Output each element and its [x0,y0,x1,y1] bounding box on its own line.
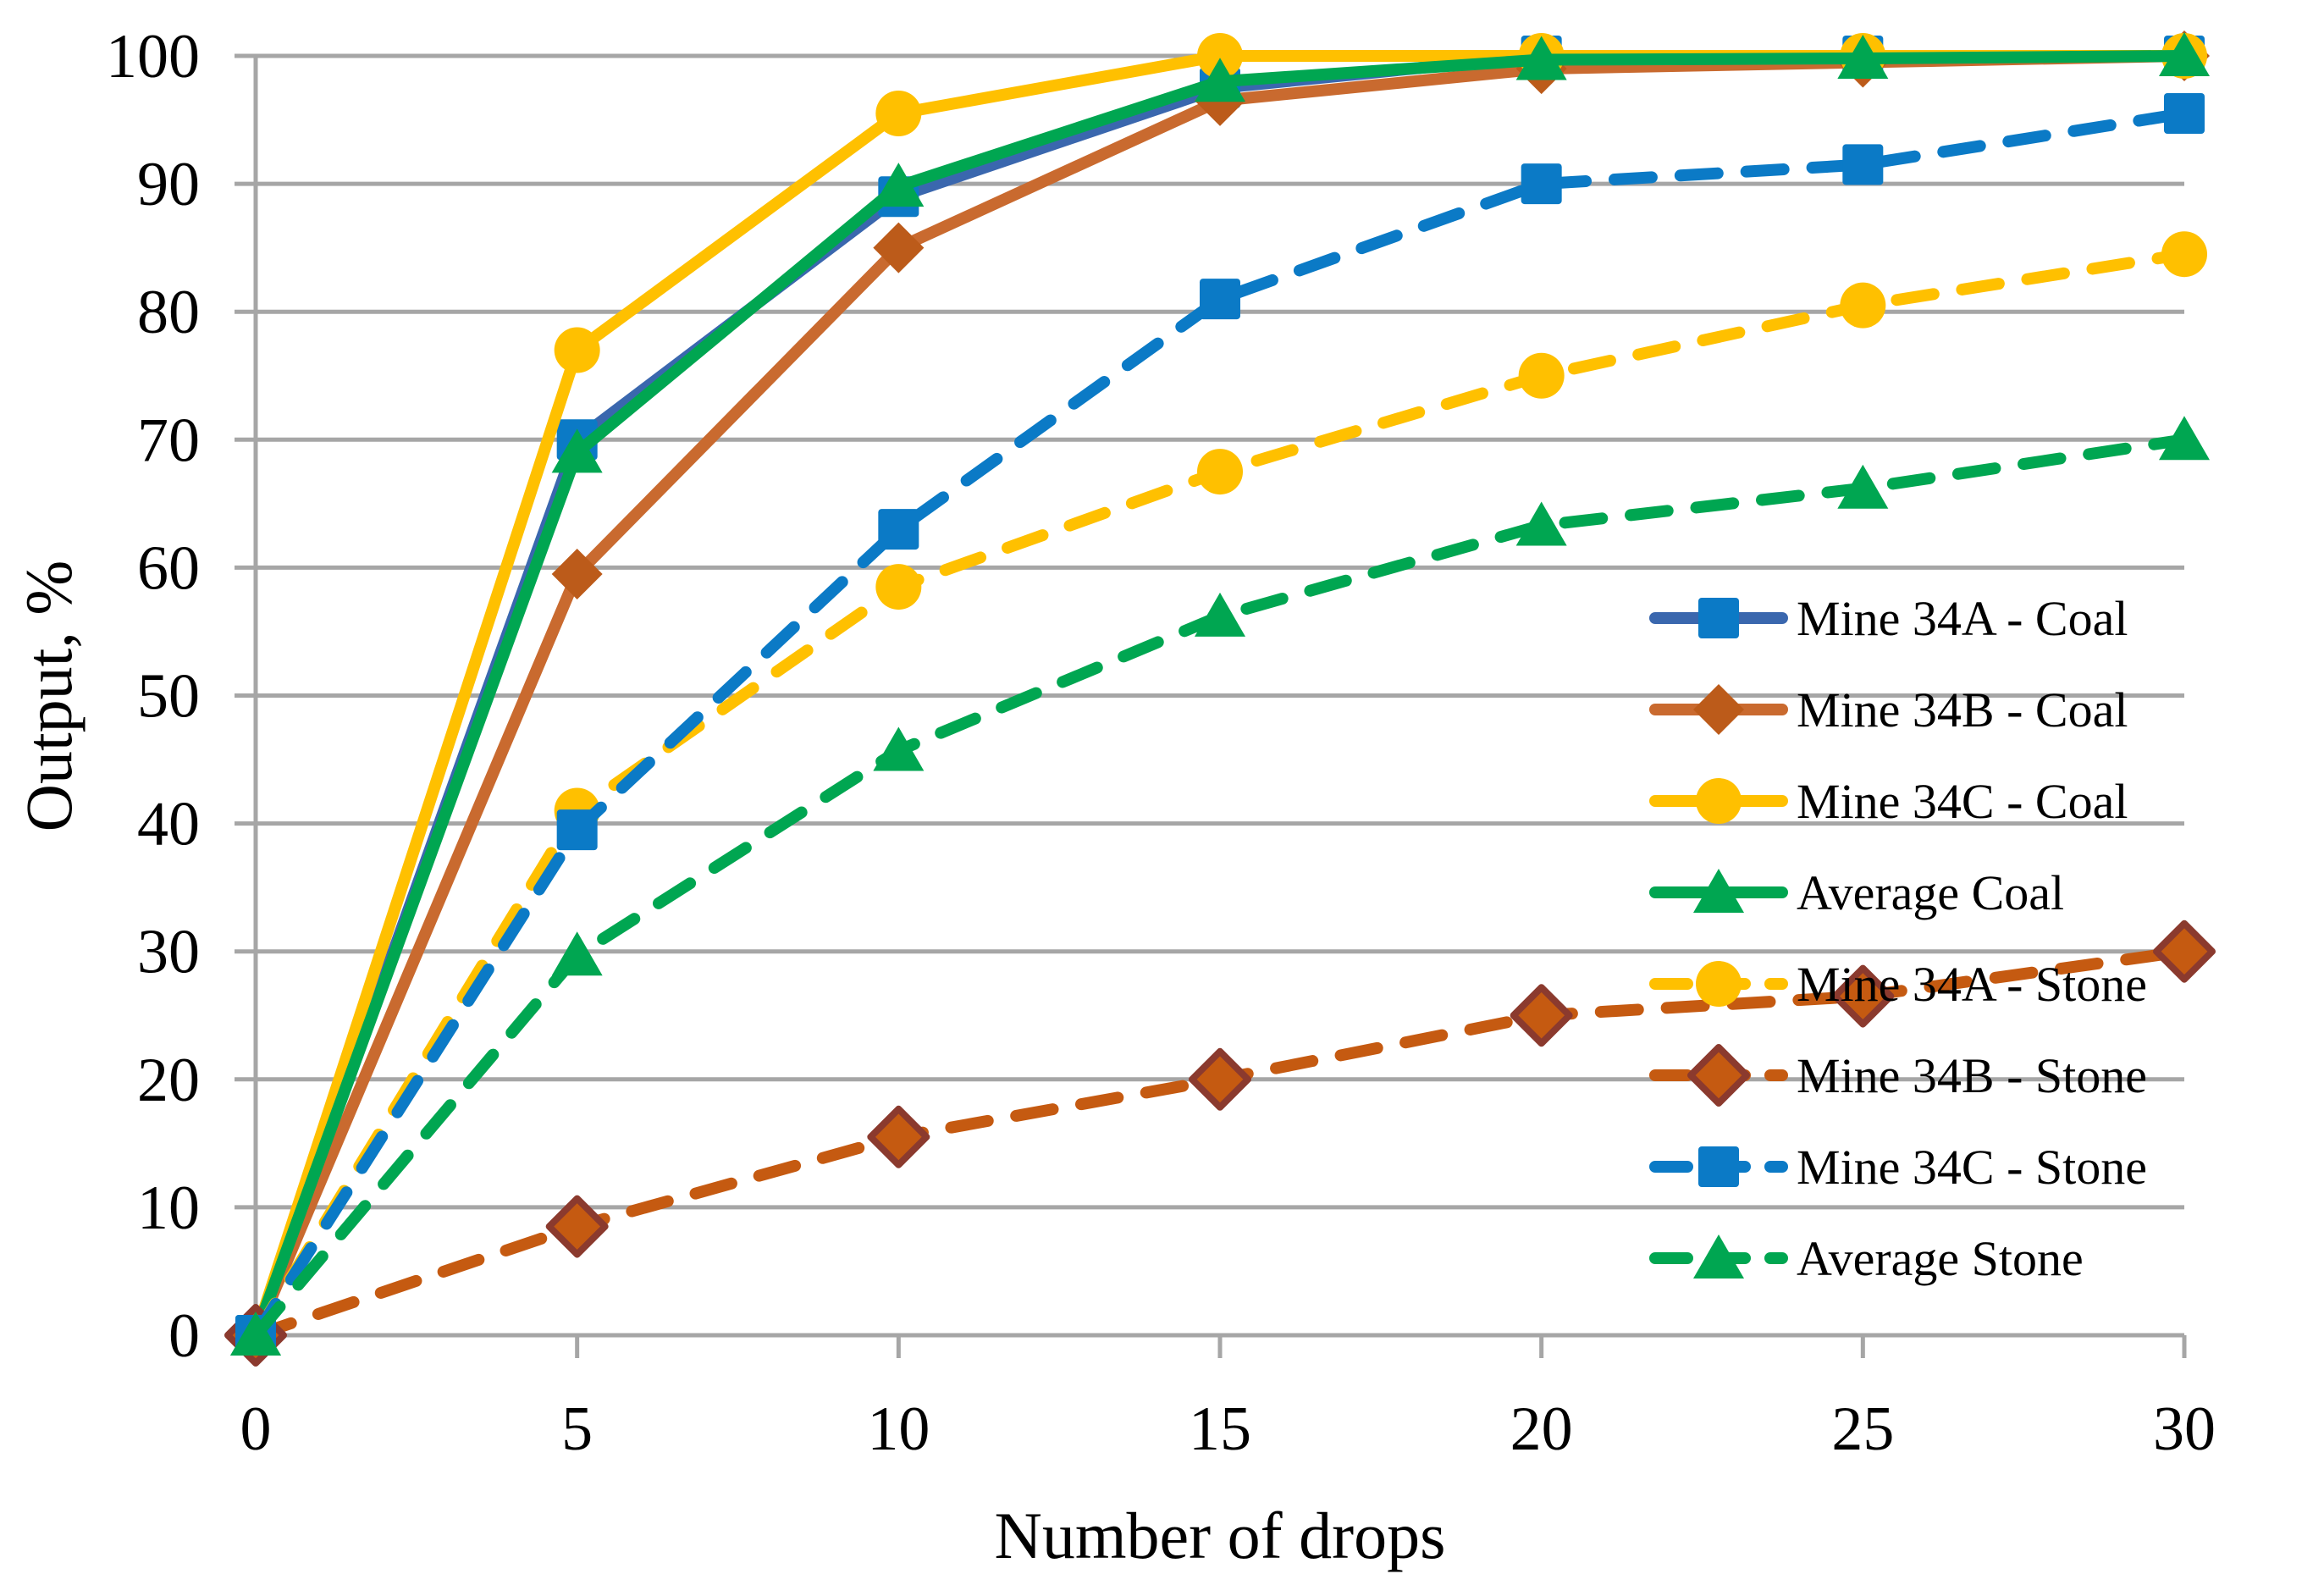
mine-34b-stone-diamond-marker [1189,1047,1251,1111]
legend-mine-34a-stone-circle-marker [1696,961,1742,1007]
legend-label-mine-34c-stone: Mine 34C - Stone [1797,1140,2147,1195]
mine-34a-stone-circle-marker [875,564,922,610]
legend-mine-34c-coal-circle-marker [1696,778,1742,824]
average-coal-triangle-marker [1195,58,1245,102]
mine-34b-coal-diamond-marker [551,548,603,599]
average-stone-triangle-marker [230,1312,281,1356]
y-tick-label: 30 [137,918,200,987]
mine-34c-stone-square-marker [1521,163,1562,205]
legend-label-mine-34b-coal: Mine 34B - Coal [1797,682,2128,737]
legend-label-average-stone: Average Stone [1797,1231,2084,1286]
y-tick-label: 20 [137,1046,200,1115]
average-coal-triangle-marker [2159,32,2210,76]
x-tick-label: 15 [1189,1394,1251,1464]
legend-label-mine-34c-coal: Mine 34C - Coal [1797,774,2128,829]
average-coal-triangle-marker [1837,35,1889,80]
y-tick-label: 70 [137,406,200,475]
legend-label-mine-34a-stone: Mine 34A - Stone [1797,957,2147,1012]
y-axis-title: Output, % [12,561,86,832]
mine-34a-stone-circle-marker [1518,352,1565,399]
legend-average-coal-triangle-marker [1693,869,1744,913]
y-tick-label: 0 [168,1301,200,1371]
y-tick-label: 40 [137,790,200,859]
average-stone-triangle-marker [1195,592,1245,637]
x-tick-label: 5 [561,1394,593,1464]
mine-34c-coal-circle-marker [875,90,922,136]
y-tick-label: 10 [137,1174,200,1243]
average-coal-triangle-marker [551,428,603,473]
legend-label-average-coal: Average Coal [1797,865,2064,920]
x-axis-title: Number of drops [995,1499,1446,1572]
average-coal-triangle-marker [1515,36,1567,80]
mine-34c-stone-square-marker [556,809,598,851]
mine-34c-stone-square-marker [878,509,919,550]
legend-mine-34b-stone-diamond-marker [1687,1044,1750,1107]
mine-34c-coal-circle-marker [554,327,600,373]
mine-34c-stone-square-marker [1842,144,1884,185]
mine-34c-coal-circle-marker [1197,33,1243,79]
mine-34b-stone-diamond-marker [1831,964,1895,1028]
legend-mine-34a-coal-square-marker [1698,598,1739,638]
y-tick-label: 80 [137,278,200,347]
y-tick-label: 50 [137,662,200,732]
x-tick-label: 10 [867,1394,930,1464]
x-tick-label: 25 [1831,1394,1894,1464]
mine-34a-stone-circle-marker [1840,282,1886,329]
average-stone-triangle-marker [1837,464,1889,509]
legend-mine-34c-stone-square-marker [1698,1146,1739,1187]
average-stone-triangle-marker [1515,501,1567,546]
mine-34c-stone-square-marker [2164,92,2205,134]
y-tick-label: 100 [106,22,200,91]
mine-34b-stone-diamond-marker [867,1105,930,1168]
mine-34a-stone-circle-marker [2161,231,2207,278]
legend-average-stone-triangle-marker [1693,1234,1744,1278]
x-tick-label: 30 [2153,1394,2216,1464]
mine-34a-stone-circle-marker [1197,449,1243,495]
average-stone-triangle-marker [551,931,603,976]
y-tick-label: 60 [137,533,200,603]
mine-34b-stone-diamond-marker [2153,920,2216,983]
average-coal-triangle-marker [873,163,925,207]
legend-mine-34b-coal-diamond-marker [1693,684,1744,735]
mine-34c-stone-square-marker [1200,279,1240,320]
x-tick-label: 20 [1510,1394,1573,1464]
mine-34b-stone-diamond-marker [545,1195,609,1258]
mine-34b-stone-diamond-marker [1510,984,1573,1047]
x-tick-label: 0 [240,1394,272,1464]
legend-label-mine-34b-stone: Mine 34B - Stone [1797,1048,2147,1103]
legend-label-mine-34a-coal: Mine 34A - Coal [1797,591,2128,646]
average-stone-triangle-marker [873,726,925,771]
y-tick-label: 90 [137,150,200,219]
average-stone-triangle-marker [2159,416,2210,461]
mine-34b-coal-diamond-marker [873,222,925,273]
